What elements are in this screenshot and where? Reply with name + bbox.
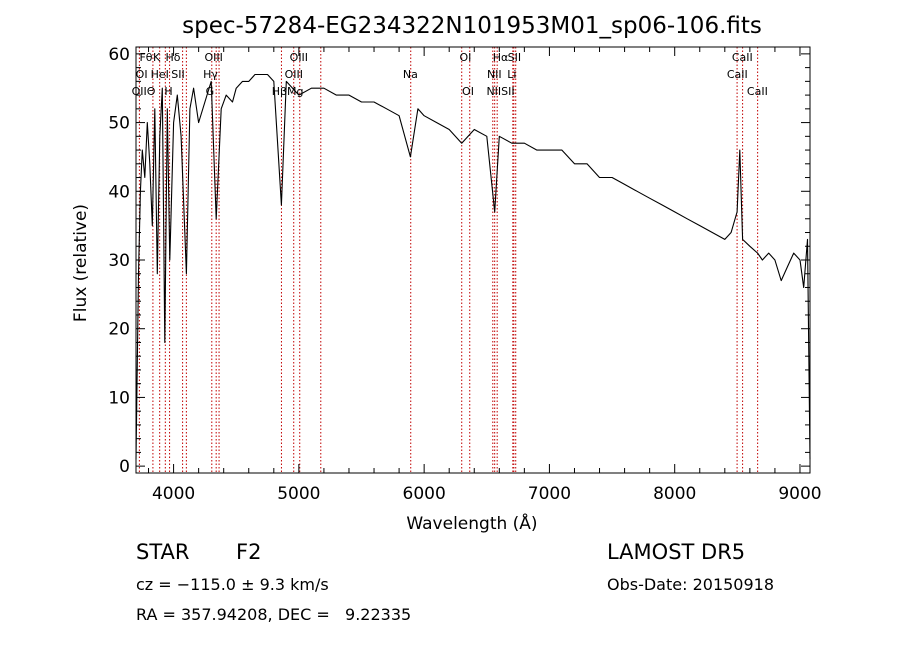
y-tick-label: 40 [108,182,130,202]
line-label: SII [171,68,184,81]
x-tick-label: 5000 [277,484,320,504]
redshift-readout: cz = −115.0 ± 9.3 km/s [136,575,329,594]
line-label: Hγ [203,68,218,81]
x-tick-label: 9000 [778,484,821,504]
y-tick-label: 60 [108,45,130,65]
y-tick-label: 30 [108,251,130,271]
line-label: K [153,51,161,64]
line-label: H [164,85,172,98]
obs-date: Obs-Date: 20150918 [607,575,775,594]
spectrum-line [135,73,811,460]
x-tick-label: 6000 [403,484,446,504]
survey-name: LAMOST DR5 [607,540,746,564]
plot-frame [135,46,811,474]
object-class: STAR [136,540,190,564]
line-label: NIISII [486,85,514,98]
line-label: HβMg [272,85,304,98]
y-axis: 0 10 20 30 40 50 60 [108,45,810,477]
spectral-subclass: F2 [236,540,262,564]
line-label: SII [508,51,521,64]
line-label: G [206,85,215,98]
x-axis-label: Wavelength (Å) [406,512,537,534]
line-label: OI [460,51,472,64]
line-label: Li [507,68,516,81]
x-tick-label: 4000 [152,484,195,504]
y-tick-label: 0 [119,457,130,477]
line-label: Hα [493,51,509,64]
x-axis: 4000 5000 6000 7000 8000 9000 [148,47,822,504]
line-label: OIII [290,51,308,64]
coordinates-readout: RA = 357.94208, DEC = 9.22335 [136,605,412,624]
line-label: OIIΘ [132,85,156,98]
x-tick-label: 7000 [528,484,571,504]
line-label: CaII [747,85,768,98]
line-label: OIII [285,68,303,81]
line-markers [138,47,759,473]
line-label: Hδ [165,51,180,64]
line-label: CaII [727,68,748,81]
line-label: Na [403,68,418,81]
y-tick-label: 50 [108,114,130,134]
line-label: OIII [204,51,222,64]
line-label: OI [462,85,474,98]
line-label: CaII [732,51,753,64]
line-label: HeI [151,68,169,81]
y-tick-label: 20 [108,320,130,340]
line-label: NII [487,68,502,81]
y-tick-label: 10 [108,388,130,408]
chart-title: spec-57284-EG234322N101953M01_sp06-106.f… [182,13,762,39]
x-tick-label: 8000 [653,484,696,504]
spectrum-series [135,73,811,460]
line-label: Fθ [139,51,152,64]
line-label: OI [136,68,148,81]
y-axis-label: Flux (relative) [71,204,91,322]
